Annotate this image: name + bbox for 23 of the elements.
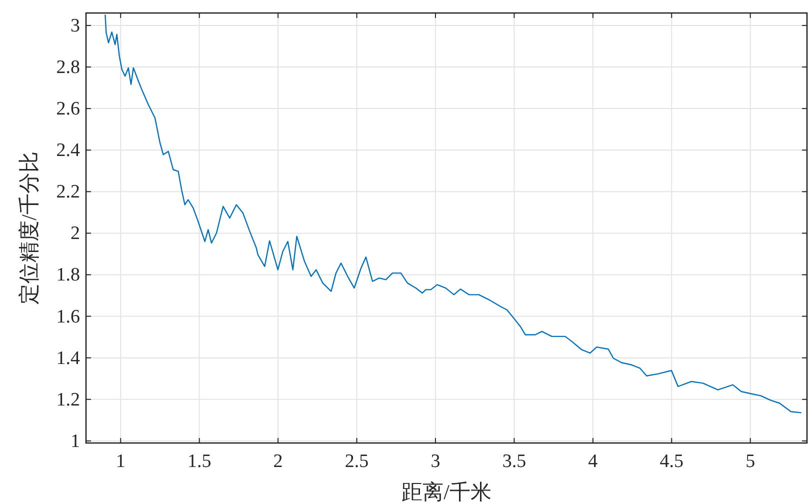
y-tick-label: 2.8 [56,57,80,78]
x-tick-label: 3 [430,451,440,472]
x-tick-label: 2.5 [344,451,369,472]
y-tick-label: 1.8 [56,264,80,286]
y-tick-label: 2.6 [56,98,80,120]
x-tick-label: 5 [746,451,756,472]
y-tick-label: 1.6 [56,306,80,328]
x-axis-title: 距离/千米 [402,480,492,503]
x-tick-label: 3.5 [502,451,526,472]
y-axis-title: 定位精度/千分比 [17,152,41,304]
y-tick-label: 3 [70,15,80,36]
x-tick-label: 4 [588,451,598,472]
line-series [104,14,802,414]
y-tick-label: 2.4 [56,140,80,162]
y-tick-label: 1 [70,430,80,452]
y-tick-label: 1.2 [56,389,80,410]
x-tick-label: 1 [116,451,126,472]
x-tick-label: 4.5 [660,451,684,472]
y-tick-label: 2 [70,223,80,244]
x-tick-label: 1.5 [187,451,212,472]
y-tick-label: 2.2 [56,182,80,203]
x-tick-label: 2 [273,451,283,472]
y-tick-label: 1.4 [56,348,80,369]
